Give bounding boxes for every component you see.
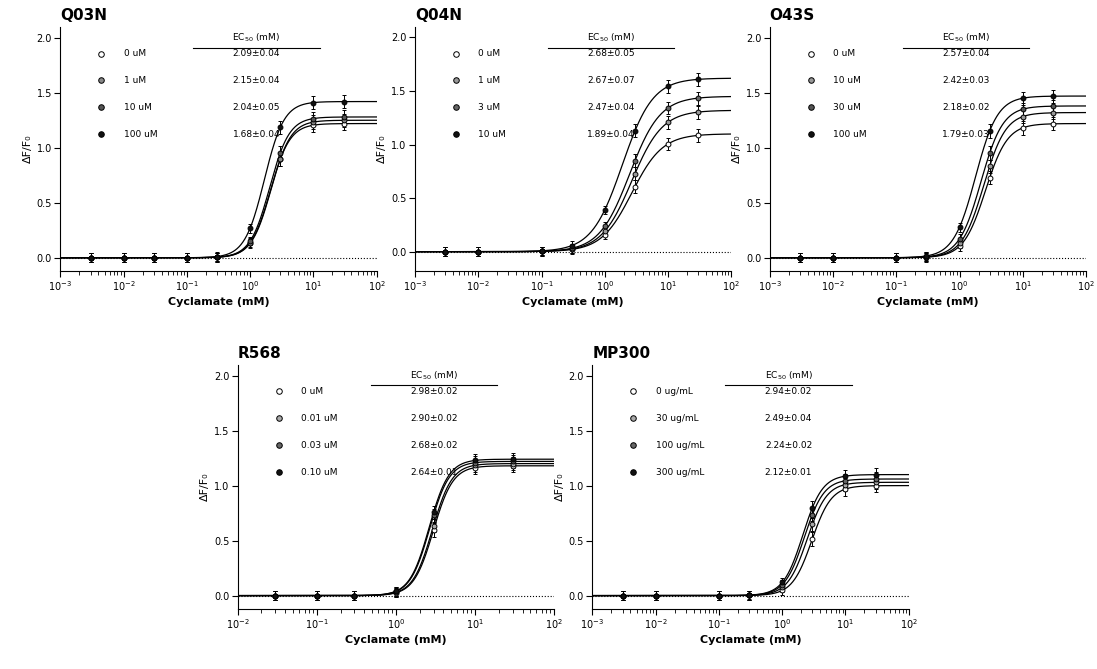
Text: 2.42±0.03: 2.42±0.03 bbox=[942, 76, 989, 85]
Text: 1 uM: 1 uM bbox=[478, 76, 500, 85]
Text: Q04N: Q04N bbox=[415, 8, 462, 23]
Text: EC$_{50}$ (mM): EC$_{50}$ (mM) bbox=[765, 369, 813, 382]
Text: 2.94±0.02: 2.94±0.02 bbox=[765, 387, 812, 396]
Text: 1.79±0.03: 1.79±0.03 bbox=[942, 130, 989, 138]
Text: 10 uM: 10 uM bbox=[124, 103, 151, 112]
Text: 2.64±0.01: 2.64±0.01 bbox=[410, 468, 457, 476]
Text: 0 uM: 0 uM bbox=[478, 49, 500, 58]
Text: 2.49±0.04: 2.49±0.04 bbox=[765, 414, 812, 423]
Text: 10 uM: 10 uM bbox=[478, 130, 506, 138]
Text: 100 ug/mL: 100 ug/mL bbox=[656, 441, 704, 450]
Text: 2.24±0.02: 2.24±0.02 bbox=[765, 441, 812, 450]
Y-axis label: ΔF/F₀: ΔF/F₀ bbox=[732, 134, 742, 163]
X-axis label: Cyclamate (mM): Cyclamate (mM) bbox=[878, 297, 979, 307]
Y-axis label: ΔF/F₀: ΔF/F₀ bbox=[200, 472, 210, 501]
Text: 0.03 uM: 0.03 uM bbox=[301, 441, 338, 450]
Text: 2.68±0.02: 2.68±0.02 bbox=[410, 441, 457, 450]
Text: 0.01 uM: 0.01 uM bbox=[301, 414, 338, 423]
Text: 2.90±0.02: 2.90±0.02 bbox=[410, 414, 457, 423]
Text: 300 ug/mL: 300 ug/mL bbox=[656, 468, 704, 476]
Text: 2.47±0.04: 2.47±0.04 bbox=[588, 103, 635, 112]
Text: 100 uM: 100 uM bbox=[124, 130, 157, 138]
Text: 2.04±0.05: 2.04±0.05 bbox=[233, 103, 280, 112]
Text: 2.98±0.02: 2.98±0.02 bbox=[410, 387, 457, 396]
Text: O43S: O43S bbox=[770, 8, 815, 23]
Text: 2.18±0.02: 2.18±0.02 bbox=[942, 103, 989, 112]
Text: 0 uM: 0 uM bbox=[124, 49, 146, 58]
X-axis label: Cyclamate (mM): Cyclamate (mM) bbox=[346, 635, 446, 645]
Text: 2.57±0.04: 2.57±0.04 bbox=[942, 49, 989, 58]
Text: 30 uM: 30 uM bbox=[833, 103, 861, 112]
Text: 0 uM: 0 uM bbox=[301, 387, 324, 396]
Text: EC$_{50}$ (mM): EC$_{50}$ (mM) bbox=[410, 369, 457, 382]
Text: MP300: MP300 bbox=[592, 346, 651, 361]
X-axis label: Cyclamate (mM): Cyclamate (mM) bbox=[522, 297, 624, 307]
Text: EC$_{50}$ (mM): EC$_{50}$ (mM) bbox=[233, 31, 281, 44]
Text: 2.12±0.01: 2.12±0.01 bbox=[765, 468, 812, 476]
Text: 0.10 uM: 0.10 uM bbox=[301, 468, 338, 476]
Y-axis label: ΔF/F₀: ΔF/F₀ bbox=[22, 134, 33, 163]
X-axis label: Cyclamate (mM): Cyclamate (mM) bbox=[168, 297, 269, 307]
Text: 10 uM: 10 uM bbox=[833, 76, 861, 85]
Text: 100 uM: 100 uM bbox=[833, 130, 867, 138]
Text: 2.09±0.04: 2.09±0.04 bbox=[233, 49, 280, 58]
Text: 1.89±0.04: 1.89±0.04 bbox=[587, 130, 635, 138]
Text: 1.68±0.04: 1.68±0.04 bbox=[233, 130, 280, 138]
Text: 2.15±0.04: 2.15±0.04 bbox=[233, 76, 280, 85]
Text: 30 ug/mL: 30 ug/mL bbox=[656, 414, 699, 423]
Y-axis label: ΔF/F₀: ΔF/F₀ bbox=[554, 472, 565, 501]
Text: EC$_{50}$ (mM): EC$_{50}$ (mM) bbox=[942, 31, 989, 44]
Text: 0 ug/mL: 0 ug/mL bbox=[656, 387, 692, 396]
Y-axis label: ΔF/F₀: ΔF/F₀ bbox=[377, 134, 387, 163]
Text: 2.68±0.05: 2.68±0.05 bbox=[587, 49, 635, 58]
Text: 0 uM: 0 uM bbox=[833, 49, 856, 58]
Text: 2.67±0.07: 2.67±0.07 bbox=[587, 76, 635, 85]
Text: Q03N: Q03N bbox=[60, 8, 108, 23]
Text: R568: R568 bbox=[238, 346, 282, 361]
X-axis label: Cyclamate (mM): Cyclamate (mM) bbox=[700, 635, 801, 645]
Text: 3 uM: 3 uM bbox=[478, 103, 500, 112]
Text: EC$_{50}$ (mM): EC$_{50}$ (mM) bbox=[587, 31, 635, 44]
Text: 1 uM: 1 uM bbox=[124, 76, 146, 85]
